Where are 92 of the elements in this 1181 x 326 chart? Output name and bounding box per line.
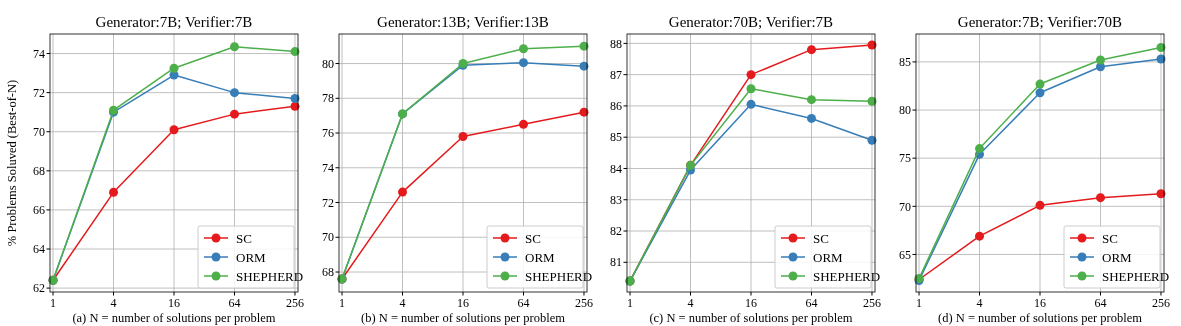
point	[229, 42, 239, 52]
y-tick-label: 75	[899, 151, 911, 166]
y-tick-label: 83	[610, 192, 622, 207]
x-tick-label: 16	[457, 296, 469, 310]
legend-label: ORM	[525, 249, 556, 265]
point	[1095, 193, 1105, 203]
point	[518, 58, 528, 68]
point	[1035, 79, 1045, 89]
chart-title: Generator:70B; Verifier:7B	[668, 14, 834, 30]
y-tick-label: 70	[322, 230, 334, 245]
x-tick-label: 16	[745, 296, 757, 310]
point	[806, 95, 816, 105]
point	[109, 187, 119, 197]
point	[746, 84, 756, 94]
y-tick-label: 72	[33, 85, 45, 100]
legend-label: SHEPHERD	[813, 268, 881, 284]
chart-title: Generator:7B; Verifier:70B	[957, 14, 1123, 30]
point	[229, 109, 239, 119]
x-tick-label: 256	[1151, 296, 1170, 310]
legend-label: SC	[236, 230, 252, 246]
y-tick-label: 81	[610, 255, 622, 270]
y-tick-label: 70	[33, 124, 45, 139]
x-tick-label: 1	[916, 296, 923, 310]
y-tick-label: 84	[610, 161, 622, 176]
x-tick-label: 4	[976, 296, 983, 310]
y-tick-label: 68	[33, 164, 45, 179]
legend-label: ORM	[1102, 249, 1133, 265]
y-tick-label: 68	[322, 265, 334, 280]
y-tick-label: 80	[322, 56, 334, 71]
x-tick-label: 256	[285, 296, 304, 310]
point	[1095, 55, 1105, 65]
point	[975, 144, 985, 154]
y-tick-label: 64	[33, 242, 45, 257]
point	[458, 132, 468, 142]
x-tick-label: 4	[110, 296, 117, 310]
y-tick-label: 86	[610, 99, 622, 114]
x-tick-label: 4	[687, 296, 694, 310]
point	[398, 187, 408, 197]
x-tick-label: 4	[399, 296, 406, 310]
point	[746, 99, 756, 109]
legend-label: SC	[525, 230, 541, 246]
y-tick-label: 85	[899, 55, 911, 70]
x-tick-label: 1	[50, 296, 57, 310]
y-tick-label: 85	[610, 130, 622, 145]
point	[518, 119, 528, 129]
legend-label: SHEPHERD	[236, 268, 304, 284]
point	[229, 88, 239, 98]
y-tick-label: 70	[899, 199, 911, 214]
y-tick-label: 82	[610, 224, 622, 239]
chart-title: Generator:13B; Verifier:13B	[377, 14, 549, 30]
point	[975, 231, 985, 241]
x-axis-title: (d) N = number of solutions per problem	[938, 311, 1143, 325]
legend-label: ORM	[236, 249, 267, 265]
y-tick-label: 78	[322, 91, 334, 106]
y-tick-label: 62	[33, 281, 45, 296]
x-tick-label: 1	[339, 296, 346, 310]
y-tick-label: 80	[899, 103, 911, 118]
point	[746, 70, 756, 80]
y-tick-label: 88	[610, 36, 622, 51]
point	[1035, 88, 1045, 98]
y-tick-label: 74	[33, 46, 45, 61]
x-tick-label: 16	[168, 296, 180, 310]
legend-label: SC	[1102, 230, 1118, 246]
y-tick-label: 66	[33, 203, 45, 218]
point	[169, 125, 179, 135]
x-axis-title: (c) N = number of solutions per problem	[649, 311, 853, 325]
y-tick-label: 72	[322, 195, 334, 210]
legend-label: ORM	[813, 249, 844, 265]
point	[806, 113, 816, 123]
x-tick-label: 256	[574, 296, 593, 310]
point	[518, 44, 528, 54]
legend-label: SHEPHERD	[1102, 268, 1170, 284]
y-tick-label: 65	[899, 247, 911, 262]
y-axis-title: % Problems Soluved (Best-of-N)	[5, 79, 19, 247]
x-tick-label: 64	[228, 296, 241, 310]
x-tick-label: 1	[627, 296, 634, 310]
y-tick-label: 87	[610, 67, 622, 82]
point	[1035, 200, 1045, 210]
x-tick-label: 256	[862, 296, 881, 310]
point	[806, 45, 816, 55]
x-tick-label: 64	[1094, 296, 1107, 310]
y-tick-label: 76	[322, 126, 334, 141]
x-tick-label: 64	[805, 296, 818, 310]
legend-label: SHEPHERD	[525, 268, 593, 284]
legend-label: SC	[813, 230, 829, 246]
x-axis-title: (a) N = number of solutions per problem	[72, 311, 276, 325]
x-tick-label: 16	[1034, 296, 1046, 310]
chart-title: Generator:7B; Verifier:7B	[95, 14, 253, 30]
x-tick-label: 64	[517, 296, 530, 310]
y-tick-label: 74	[322, 160, 334, 175]
x-axis-title: (b) N = number of solutions per problem	[361, 311, 566, 325]
point	[169, 63, 179, 73]
